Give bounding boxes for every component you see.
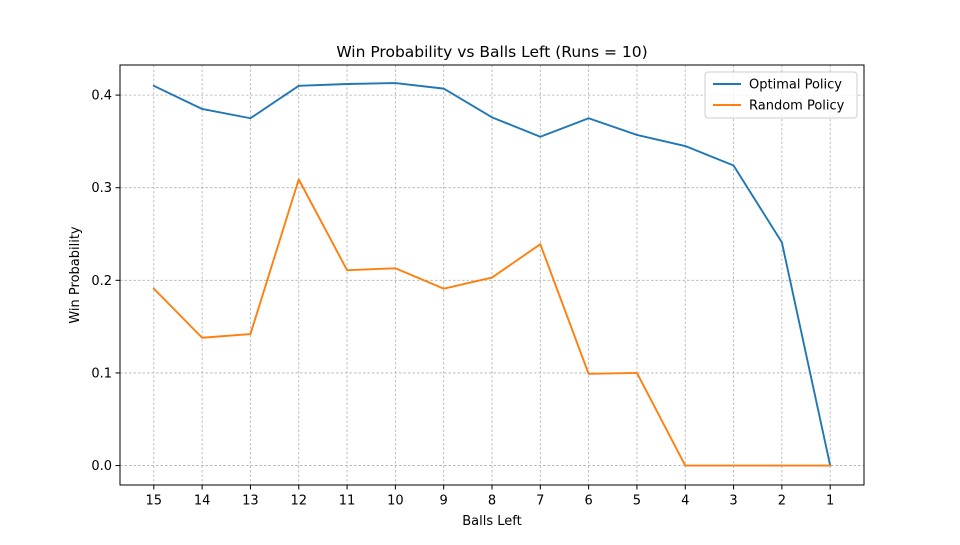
- x-tick-label: 1: [826, 494, 834, 509]
- y-axis-ticks: 0.0 0.1 0.2 0.3 0.4: [91, 89, 120, 474]
- x-tick-label: 9: [440, 494, 448, 509]
- x-tick-label: 6: [584, 494, 592, 509]
- legend-label: Random Policy: [749, 99, 845, 114]
- plot-series: [152, 82, 832, 467]
- chart-title: Win Probability vs Balls Left (Runs = 10…: [336, 43, 647, 61]
- y-tick-label: 0.2: [91, 274, 112, 289]
- x-tick-label: 11: [339, 494, 356, 509]
- y-tick-label: 0.1: [91, 366, 112, 381]
- x-tick-label: 14: [194, 494, 211, 509]
- x-tick-label: 8: [488, 494, 496, 509]
- x-tick-label: 15: [146, 494, 163, 509]
- y-tick-label: 0.3: [91, 181, 112, 196]
- x-axis-ticks: 15 14 13 12 11 10 9 8 7 6 5 4 3 2 1: [146, 485, 834, 509]
- x-axis-label: Balls Left: [462, 514, 521, 529]
- x-tick-label: 2: [778, 494, 786, 509]
- y-tick-label: 0.4: [91, 89, 112, 104]
- x-tick-label: 4: [681, 494, 689, 509]
- x-tick-label: 7: [536, 494, 544, 509]
- legend-box: [704, 71, 858, 119]
- x-tick-label: 13: [242, 494, 259, 509]
- x-tick-label: 3: [729, 494, 737, 509]
- legend: Optimal Policy Random Policy: [704, 71, 858, 119]
- x-tick-label: 10: [387, 494, 404, 509]
- y-axis-label: Win Probability: [68, 226, 83, 324]
- legend-label: Optimal Policy: [749, 78, 842, 93]
- x-tick-label: 12: [290, 494, 307, 509]
- series-line-optimal-policy: [152, 82, 832, 467]
- y-tick-label: 0.0: [91, 459, 112, 474]
- grid-lines: [120, 65, 864, 485]
- x-tick-label: 5: [633, 494, 641, 509]
- series-line-random-policy: [152, 178, 832, 467]
